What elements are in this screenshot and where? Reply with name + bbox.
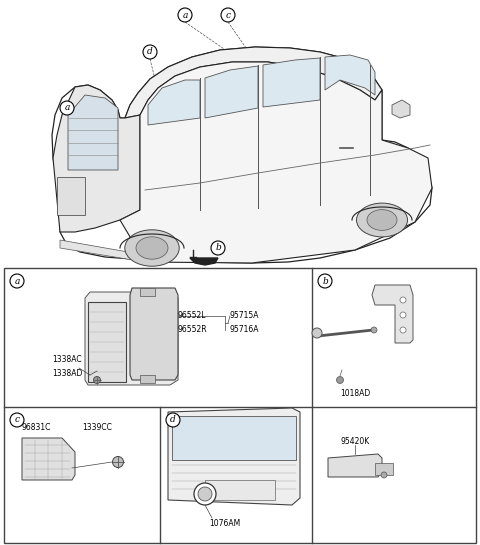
Polygon shape (172, 416, 296, 460)
Circle shape (60, 101, 74, 115)
FancyBboxPatch shape (375, 463, 393, 475)
Circle shape (400, 312, 406, 318)
Circle shape (198, 487, 212, 501)
Ellipse shape (367, 210, 397, 231)
Polygon shape (392, 100, 410, 118)
Polygon shape (148, 80, 200, 125)
Circle shape (194, 483, 216, 505)
Text: 95715A: 95715A (230, 312, 260, 320)
Polygon shape (120, 62, 432, 263)
Text: 96831C: 96831C (22, 422, 51, 432)
Circle shape (336, 377, 344, 384)
Polygon shape (60, 240, 145, 262)
Text: a: a (64, 104, 70, 112)
Polygon shape (168, 408, 300, 505)
Polygon shape (190, 258, 218, 265)
Circle shape (400, 297, 406, 303)
Polygon shape (130, 288, 178, 380)
Circle shape (178, 8, 192, 22)
Circle shape (312, 328, 322, 338)
Text: c: c (14, 415, 20, 425)
Circle shape (318, 274, 332, 288)
Ellipse shape (136, 237, 168, 259)
Ellipse shape (357, 203, 408, 237)
Text: 1076AM: 1076AM (209, 519, 240, 529)
Text: d: d (147, 47, 153, 57)
Circle shape (10, 413, 24, 427)
Polygon shape (325, 55, 375, 95)
Circle shape (371, 327, 377, 333)
Text: b: b (322, 276, 328, 286)
Circle shape (166, 413, 180, 427)
Polygon shape (22, 438, 75, 480)
Polygon shape (68, 95, 118, 170)
Text: 96552R: 96552R (178, 325, 208, 335)
Text: 1018AD: 1018AD (340, 390, 370, 398)
Text: c: c (226, 10, 230, 20)
Circle shape (10, 274, 24, 288)
Circle shape (400, 327, 406, 333)
Text: 1338AD: 1338AD (52, 370, 83, 378)
Text: a: a (14, 276, 20, 286)
Polygon shape (205, 66, 258, 118)
Text: b: b (215, 244, 221, 252)
Polygon shape (53, 85, 140, 232)
Polygon shape (85, 292, 178, 385)
Text: 95716A: 95716A (230, 325, 260, 335)
Circle shape (112, 457, 123, 468)
FancyBboxPatch shape (140, 375, 155, 383)
Circle shape (221, 8, 235, 22)
Polygon shape (328, 454, 382, 477)
Text: a: a (182, 10, 188, 20)
Circle shape (211, 241, 225, 255)
FancyBboxPatch shape (140, 288, 155, 296)
Circle shape (381, 472, 387, 478)
Text: 95420K: 95420K (340, 438, 370, 446)
FancyBboxPatch shape (88, 302, 126, 382)
Polygon shape (263, 58, 320, 107)
Circle shape (94, 377, 100, 384)
Polygon shape (372, 285, 413, 343)
Circle shape (143, 45, 157, 59)
FancyBboxPatch shape (57, 177, 85, 215)
Text: 1339CC: 1339CC (82, 422, 112, 432)
FancyBboxPatch shape (4, 268, 476, 543)
Text: 1338AC: 1338AC (52, 355, 82, 365)
Polygon shape (125, 47, 382, 118)
Ellipse shape (125, 230, 179, 266)
Text: d: d (170, 415, 176, 425)
FancyBboxPatch shape (205, 480, 275, 500)
Text: 96552L: 96552L (178, 312, 206, 320)
